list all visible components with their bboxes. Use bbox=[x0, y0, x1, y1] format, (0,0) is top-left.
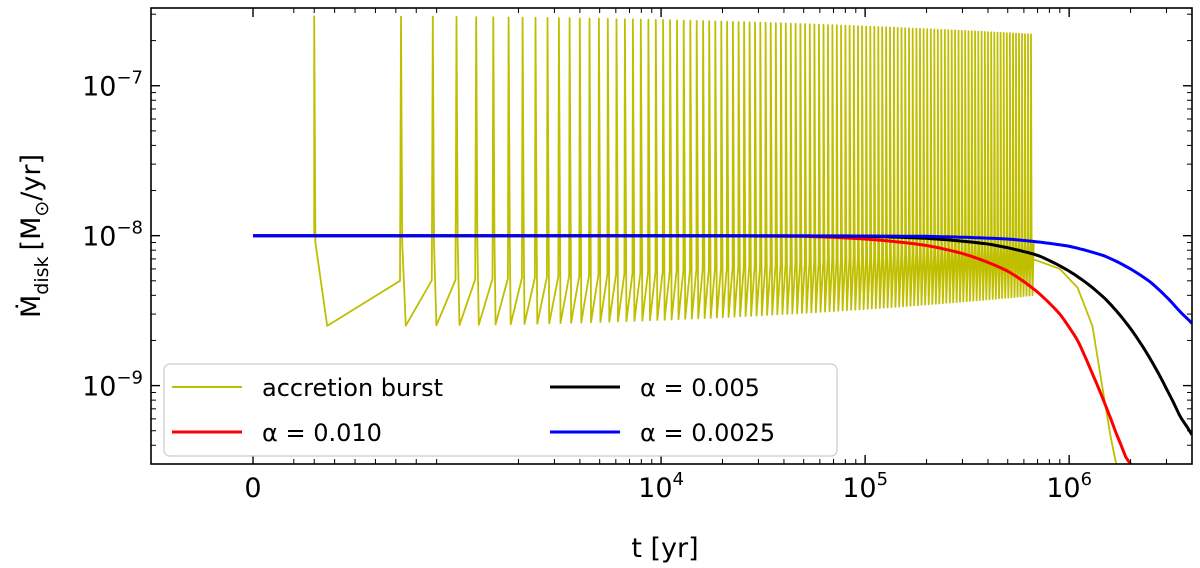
series-line bbox=[253, 234, 1192, 325]
x-axis-title: t [yr] bbox=[631, 533, 698, 564]
y-axis-title-main: Ṁ bbox=[15, 295, 47, 318]
y-tick-label: 10−8 bbox=[82, 218, 143, 253]
legend: accretion burst α = 0.010 α = 0.005 α = … bbox=[163, 363, 838, 457]
series-layer bbox=[253, 15, 1192, 464]
y-tick-label: 10−7 bbox=[82, 68, 143, 103]
y-axis-title-sub: disk bbox=[31, 256, 53, 294]
legend-label-alpha-010: α = 0.010 bbox=[262, 419, 382, 447]
legend-label-alpha-0025: α = 0.0025 bbox=[640, 419, 775, 447]
series-line-accretion-burst bbox=[313, 15, 1118, 464]
ticks-layer: 0 104 105 106 10−9 10−8 10−7 bbox=[82, 8, 1193, 504]
legend-label-accretion-burst: accretion burst bbox=[262, 374, 443, 402]
legend-label-alpha-005: α = 0.005 bbox=[640, 374, 760, 402]
legend-box bbox=[163, 363, 838, 457]
x-tick-label: 106 bbox=[1046, 469, 1092, 504]
y-axis-title-units: [M bbox=[16, 217, 47, 251]
x-tick-label: 0 bbox=[244, 473, 261, 504]
x-tick-label: 104 bbox=[638, 469, 684, 504]
y-axis-title: Ṁdisk [M⊙/yr] bbox=[15, 154, 53, 318]
x-tick-label: 105 bbox=[842, 469, 888, 504]
y-axis-title-end: /yr] bbox=[16, 154, 47, 201]
y-tick-label: 10−9 bbox=[82, 368, 143, 403]
y-axis-title-sun: ⊙ bbox=[31, 201, 53, 217]
